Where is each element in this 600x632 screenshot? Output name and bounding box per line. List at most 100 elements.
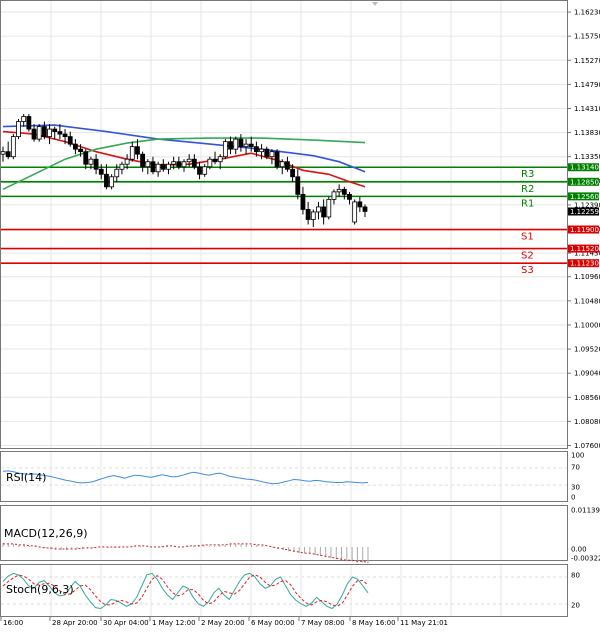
candle-bullish [207, 158, 213, 168]
candle-bearish [5, 151, 11, 158]
candle-bullish [279, 161, 285, 168]
candle-bearish [295, 176, 301, 195]
macd-tick-label: 0.011391 [571, 507, 600, 515]
candle-bearish [347, 193, 352, 200]
rsi-panel-frame [0, 451, 568, 502]
stoch-panel-frame [0, 564, 568, 617]
candle-bullish [109, 176, 114, 188]
y-tick-label: 1.09520 [574, 346, 600, 354]
candle-bullish [155, 163, 161, 173]
x-tick-label: 28 Apr 20:00 [52, 619, 98, 627]
candle-bearish [176, 161, 182, 168]
candle-bullish [202, 166, 208, 175]
rsi-tick-label: 70 [571, 464, 580, 472]
candle-bearish [73, 143, 78, 150]
macd-title: MACD(12,26,9) [4, 527, 88, 540]
x-tick-label: 30 Apr 04:00 [103, 619, 149, 627]
candle-bullish [124, 158, 130, 165]
level-price-label-s1: 1.11900 [570, 226, 599, 234]
x-tick-label: 1 May 12:00 [152, 619, 196, 627]
level-price-tag-s1 [568, 225, 599, 234]
candle-bullish [0, 151, 6, 155]
candle-bearish [253, 146, 259, 153]
candle-bullish [88, 158, 94, 165]
level-price-label-s2: 1.11520 [570, 245, 599, 253]
y-tick-label: 1.14790 [574, 81, 600, 89]
y-tick-label: 1.13350 [574, 153, 600, 161]
level-label-r3: R3 [521, 169, 534, 180]
x-tick-label: 2 May 20:00 [201, 619, 245, 627]
rsi-tick-label: 0 [571, 494, 575, 502]
candle-bullish [186, 158, 192, 163]
level-label-s1: S1 [521, 232, 534, 243]
stoch-tick-label: 20 [571, 602, 580, 610]
y-tick-label: 1.10480 [574, 297, 600, 305]
candle-bearish [140, 153, 146, 168]
level-price-tag-s3 [568, 259, 599, 268]
stoch-tick-label: 80 [571, 572, 580, 580]
candle-bearish [357, 201, 363, 208]
candle-bearish [57, 131, 63, 135]
x-tick-label: 8 May 16:00 [352, 619, 396, 627]
y-tick-label: 1.15270 [574, 57, 600, 65]
level-price-tag-r2 [568, 177, 599, 186]
candle-bullish [233, 138, 239, 150]
candle-bearish [305, 209, 311, 220]
candle-bearish [191, 158, 197, 168]
stoch-signal-line [2, 574, 369, 607]
candle-bullish [145, 161, 151, 168]
candle-bullish [222, 141, 228, 158]
y-tick-label: 1.14310 [574, 105, 600, 113]
candle-bearish [41, 126, 47, 138]
candle-bullish [243, 143, 249, 148]
time-axis: 16:00 28 Apr 20:00 30 Apr 04:00 1 May 12:00… [0, 617, 448, 627]
y-tick-label: 1.11430 [574, 250, 600, 258]
grid-lines [1, 1, 567, 616]
candle-bearish [212, 158, 218, 163]
level-price-label-r3: 1.13140 [570, 164, 599, 172]
candle-bullish [114, 168, 120, 178]
rsi-tick-label: 100 [571, 452, 584, 460]
candle-bearish [264, 148, 270, 158]
y-tick-label: 1.10960 [574, 273, 600, 281]
candle-bullish [181, 161, 187, 168]
level-label-s3: S3 [521, 265, 534, 276]
y-tick-label: 1.08560 [574, 394, 600, 402]
candle-bullish [336, 188, 342, 193]
price-axis: 1.16230 1.15750 1.15270 1.14790 1.14310 1.138… [567, 9, 600, 450]
candle-bullish [21, 116, 27, 122]
x-tick-label: 16:00 [3, 619, 23, 627]
candle-bearish [300, 193, 306, 210]
candle-bullish [269, 151, 275, 158]
candle-bearish [52, 128, 58, 132]
candle-bearish [98, 168, 104, 175]
candle-bearish [62, 133, 68, 138]
macd-tick-label: 0.00 [571, 546, 587, 554]
current-price-tag [568, 207, 599, 216]
scroll-marker-icon[interactable] [372, 2, 378, 6]
y-tick-label: 1.12390 [574, 201, 600, 209]
candle-bearish [238, 138, 244, 148]
candle-bullish [10, 136, 16, 158]
candle-bearish [150, 161, 156, 173]
candle-bearish [321, 206, 327, 218]
x-tick-label: 6 May 00:00 [251, 619, 295, 627]
pivot-levels: R3 R2 R1 S1 S2 S3 [1, 166, 567, 276]
candle-bullish [316, 206, 321, 213]
candle-bearish [197, 166, 202, 175]
y-tick-label: 1.09040 [574, 370, 600, 378]
level-label-r2: R2 [521, 184, 534, 195]
candle-bullish [331, 191, 337, 200]
macd-tick-label: -0.003223 [571, 555, 600, 563]
candlesticks [0, 114, 368, 228]
candle-bearish [104, 173, 109, 188]
candle-bearish [135, 146, 140, 155]
candle-bearish [83, 151, 89, 165]
candle-bearish [341, 188, 347, 195]
candle-bullish [36, 126, 42, 140]
stoch-title: Stoch(9,6,3) [6, 583, 74, 596]
candle-bearish [285, 161, 290, 170]
candle-bullish [310, 211, 316, 220]
candle-bearish [31, 128, 37, 140]
y-tick-label: 1.07600 [574, 442, 600, 450]
